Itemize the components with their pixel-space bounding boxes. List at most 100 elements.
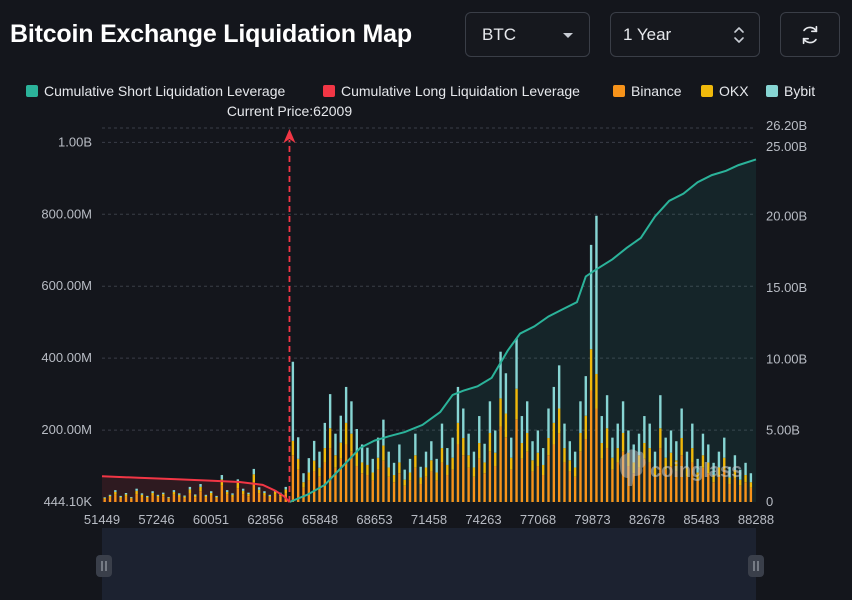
bar-binance [616,462,619,502]
bar-bybit [268,494,271,496]
bar-binance [568,471,572,502]
bar-bybit [323,422,327,449]
bar-okx [273,491,277,495]
bar-bybit [194,494,197,496]
bar-binance [215,498,218,502]
bar-bybit [451,437,454,458]
bar-binance [108,497,112,502]
bar-binance [589,390,593,502]
current-price-label: Current Price:62009 [227,103,353,119]
coin-select-value: BTC [482,24,516,44]
legend-label[interactable]: Bybit [784,83,815,99]
legend-label[interactable]: Binance [631,83,682,99]
bar-binance [632,473,635,502]
bar-binance [573,476,577,502]
bar-binance [188,493,192,502]
bar-okx [739,479,742,486]
bar-okx [199,486,202,492]
bar-okx [414,455,417,468]
coin-select[interactable]: BTC [465,12,590,57]
bar-binance [220,485,224,502]
bar-binance [172,494,176,502]
bar-binance [504,437,508,502]
bar-bybit [563,423,566,449]
bar-binance [252,482,256,502]
updown-chevron-icon [734,27,744,43]
legend-swatch[interactable] [323,85,335,97]
bar-binance [547,455,550,502]
bar-bybit [376,437,380,458]
navigator-handle[interactable] [96,555,112,577]
bar-bybit [360,444,364,463]
bar-binance [707,473,710,502]
legend-swatch[interactable] [701,85,713,97]
bar-okx [701,455,705,468]
bar-okx [318,467,321,477]
bar-bybit [723,437,726,458]
bar-binance [263,495,266,502]
bar-bybit [568,441,572,461]
bar-okx [124,494,128,497]
bar-binance [723,469,726,502]
legend-label[interactable]: Cumulative Short Liquidation Leverage [44,83,285,99]
y-left-tick-label: 1.00B [58,134,92,149]
bar-okx [440,448,444,463]
bar-binance [696,480,699,502]
bar-binance [392,482,396,502]
x-tick-label: 79873 [574,512,610,527]
legend-swatch[interactable] [766,85,778,97]
bar-okx [632,462,635,474]
bar-bybit [108,494,112,496]
bar-okx [451,457,454,470]
bar-binance [717,476,721,502]
bar-binance [344,444,348,502]
bar-binance [536,466,540,502]
legend-label[interactable]: OKX [719,83,749,99]
bar-bybit [488,401,492,433]
bar-binance [119,498,122,502]
bar-bybit [616,423,619,449]
bar-binance [241,494,245,502]
bar-binance [156,497,160,502]
bar-bybit [247,492,250,495]
bar-bybit [252,468,256,475]
bar-binance [231,496,234,502]
bar-bybit [717,451,721,468]
refresh-button[interactable] [780,12,840,57]
bar-binance [114,494,117,502]
bar-bybit [627,430,630,453]
bar-binance [273,494,277,502]
bar-binance [376,469,380,502]
bar-binance [680,455,683,502]
navigator-handle[interactable] [748,555,764,577]
y-right-tick-label: 20.00B [766,209,807,224]
bar-bybit [733,455,737,470]
bar-okx [323,448,327,463]
legend-label[interactable]: Cumulative Long Liquidation Leverage [341,83,580,99]
page-title: Bitcoin Exchange Liquidation Map [10,20,412,48]
bar-bybit [526,401,529,433]
legend-swatch[interactable] [613,85,625,97]
legend-swatch[interactable] [26,85,38,97]
bar-okx [350,433,353,452]
bar-bybit [124,493,128,495]
bar-binance [302,487,305,502]
bar-bybit [653,451,657,468]
bar-bybit [600,416,603,444]
bar-binance [467,467,470,502]
bar-bybit [403,469,406,480]
bar-okx [568,460,572,472]
bar-binance [350,451,353,502]
bar-okx [733,469,737,479]
range-select[interactable]: 1 Year [610,12,760,57]
bar-binance [194,497,197,502]
bar-binance [478,458,481,502]
bar-okx [257,489,261,494]
bar-okx [494,452,497,467]
x-tick-label: 57246 [138,512,174,527]
bar-okx [728,477,731,485]
bar-bybit [183,495,186,497]
bar-bybit [589,244,593,350]
bar-okx [691,448,694,463]
x-tick-label: 62856 [247,512,283,527]
